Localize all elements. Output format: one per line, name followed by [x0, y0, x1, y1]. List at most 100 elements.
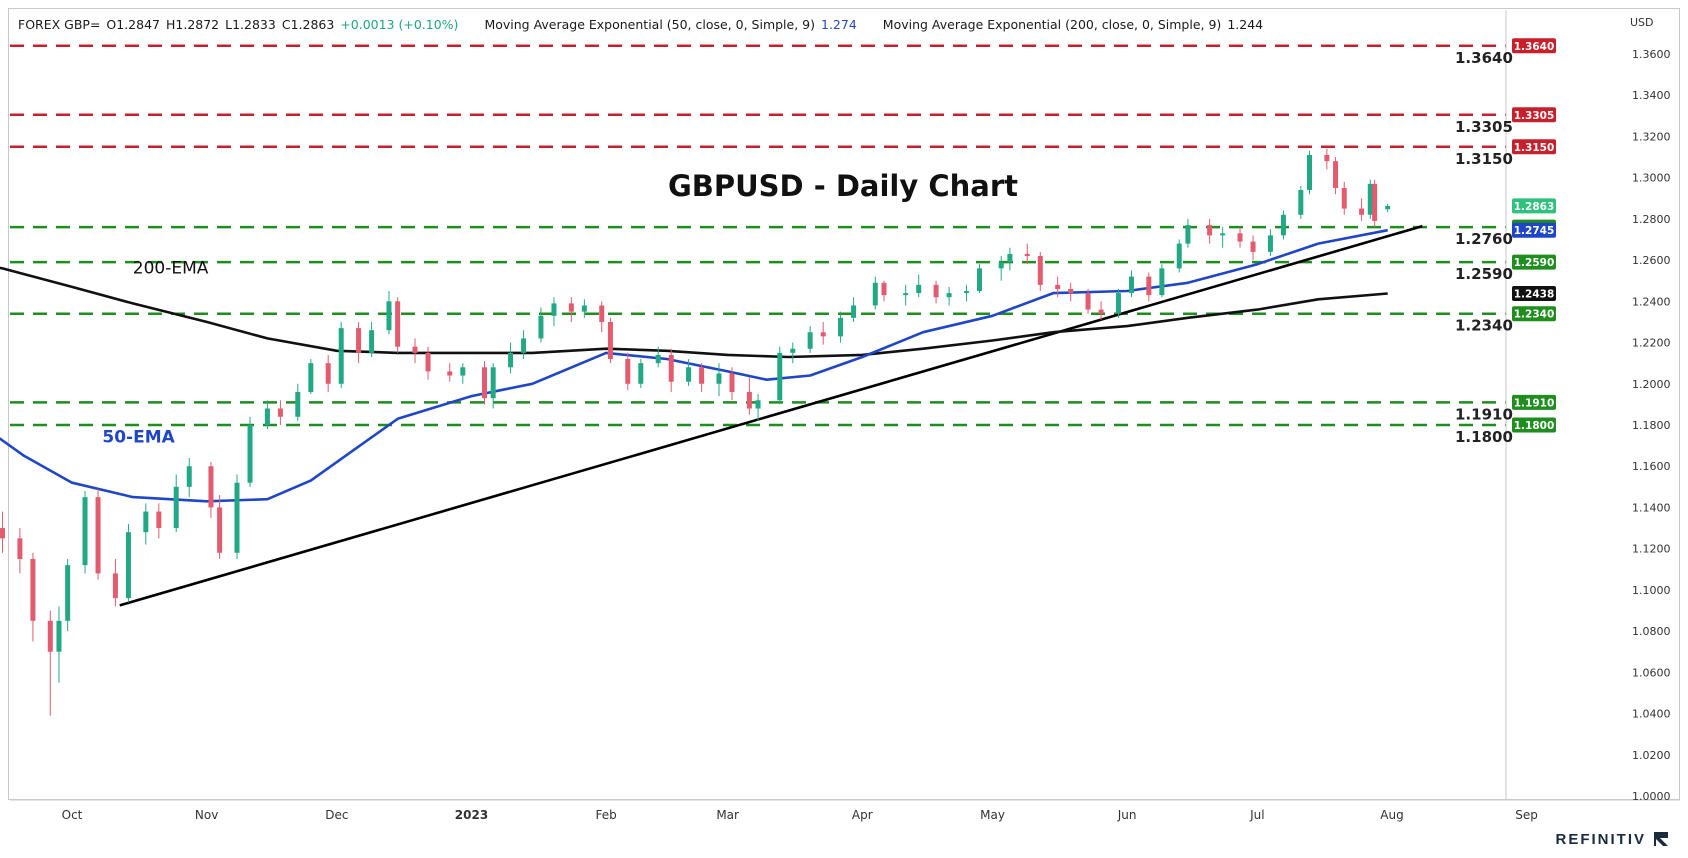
candle-body	[1372, 183, 1378, 221]
level-price-tag	[1512, 139, 1556, 155]
candle	[112, 558, 118, 607]
candle	[143, 503, 149, 545]
y-tick-label: 1.2800	[1632, 213, 1671, 226]
candles-layer	[0, 148, 1391, 716]
candle-body	[538, 315, 544, 339]
candle-body	[186, 466, 192, 487]
ema50-line	[0, 228, 1388, 503]
candle	[1367, 179, 1373, 219]
candle	[881, 280, 887, 302]
candle-body	[490, 367, 496, 399]
candle	[1024, 243, 1030, 265]
candle-body	[729, 373, 735, 393]
candle	[482, 361, 487, 405]
ohlc-open: O1.2847	[106, 16, 160, 32]
candle	[1341, 181, 1347, 215]
candle	[1037, 251, 1043, 292]
candle-body	[277, 408, 283, 417]
candle-body	[264, 408, 270, 425]
candle-body	[1237, 233, 1243, 242]
candle-body	[838, 317, 844, 337]
candle	[460, 363, 466, 384]
candle	[1159, 264, 1165, 298]
ema200-legend-label: Moving Average Exponential (200, close, …	[882, 16, 1222, 32]
candle-body	[47, 620, 53, 652]
level-price-tag	[1512, 107, 1556, 123]
candle	[1115, 288, 1121, 318]
candle-body	[1324, 154, 1330, 162]
price-tag-ema50	[1512, 222, 1556, 238]
candle-body	[1250, 241, 1256, 252]
candle-body	[699, 367, 705, 384]
candle-body	[568, 303, 574, 312]
candle	[338, 321, 344, 388]
y-tick-label: 1.0800	[1632, 625, 1671, 638]
chart-header: FOREX GBP= O1.2847 H1.2872 L1.2833 C1.28…	[18, 14, 1263, 34]
candle	[186, 457, 192, 498]
candle-body	[716, 373, 722, 384]
level-price-tag-label: 1.1800	[1514, 420, 1555, 432]
candle-body	[1176, 243, 1182, 269]
candle-body	[807, 332, 813, 349]
candle-body	[1146, 276, 1152, 296]
candle	[599, 301, 605, 333]
candle	[916, 274, 922, 298]
candle	[716, 363, 722, 397]
y-tick-label: 1.2000	[1632, 378, 1671, 391]
candle	[568, 297, 574, 322]
y-tick-label: 1.3600	[1632, 48, 1671, 61]
level-annotation: 1.2590	[1455, 265, 1513, 283]
price-tag-last	[1512, 198, 1556, 214]
candle-body	[599, 305, 605, 322]
candle-body	[173, 486, 179, 529]
candle	[872, 276, 878, 310]
candle-body	[746, 392, 752, 409]
candle	[625, 352, 631, 390]
candle	[412, 338, 418, 364]
candle-body	[508, 352, 514, 368]
candle-body	[1333, 161, 1339, 188]
candle-body	[946, 293, 952, 298]
level-price-tag	[1512, 417, 1556, 433]
y-tick-label: 1.3200	[1632, 130, 1671, 143]
candle	[1359, 198, 1365, 221]
candle	[1250, 235, 1256, 261]
candle	[1146, 272, 1152, 302]
candle	[1372, 179, 1378, 228]
x-tick-label: Aug	[1380, 808, 1403, 822]
candle-body	[1220, 233, 1226, 236]
candle	[1307, 150, 1312, 195]
candle	[386, 291, 392, 335]
candle	[820, 321, 826, 345]
refinitiv-logo-icon	[1654, 832, 1668, 846]
candle-body	[447, 371, 453, 376]
ohlc-change: +0.0013 (+0.10%)	[340, 16, 459, 32]
candle	[1098, 301, 1104, 320]
candle	[838, 311, 844, 343]
candle-body	[1280, 214, 1286, 236]
candle	[638, 359, 644, 388]
candle-body	[369, 330, 375, 353]
y-tick-label: 1.2600	[1632, 254, 1671, 267]
candle-body	[95, 497, 101, 574]
candle	[295, 383, 301, 421]
level-price-tag-label: 1.3640	[1514, 41, 1555, 53]
level-price-tag-label: 1.3305	[1514, 110, 1555, 122]
candle	[977, 264, 982, 294]
candle-body	[125, 532, 131, 599]
candle-body	[1007, 253, 1013, 263]
candle-body	[1267, 235, 1273, 252]
candle	[234, 474, 240, 559]
ema200-annotation: 200-EMA	[133, 259, 209, 279]
candle-body	[65, 565, 71, 621]
candle-body	[820, 332, 826, 337]
ohlc-low: L1.2833	[225, 16, 276, 32]
candle-body	[903, 293, 909, 296]
candle-body	[143, 511, 149, 533]
candle-body	[1024, 253, 1030, 256]
candle	[1085, 288, 1091, 314]
candle-body	[933, 284, 939, 298]
y-tick-label: 1.1400	[1632, 501, 1671, 514]
candle-body	[790, 348, 796, 353]
